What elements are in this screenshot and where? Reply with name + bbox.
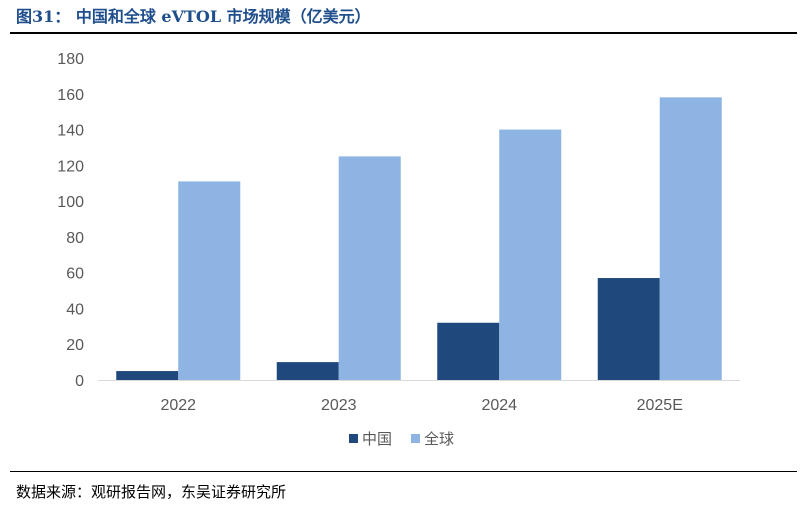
x-tick-label: 2024 [481,397,517,414]
chart-title: 图31： 中国和全球 eVTOL 市场规模（亿美元） [16,7,371,26]
x-axis: 2022 2023 2024 2025E [98,380,740,414]
bar-china-2022 [116,371,179,380]
legend-swatch-0 [349,434,358,443]
bar-global-2023 [338,156,401,380]
source-note: 数据来源：观研报告网，东吴证券研究所 [16,483,287,501]
bars [116,97,722,380]
legend-swatch-1 [411,434,420,443]
y-tick-label: 0 [75,373,84,390]
bar-china-2024 [437,322,500,380]
legend-label-0: 中国 [362,430,392,448]
y-tick-label: 60 [66,266,84,283]
y-tick-label: 20 [66,337,84,354]
top-divider [10,32,797,34]
y-tick-label: 40 [66,301,84,318]
y-axis: 0 20 40 60 80 100 120 140 160 180 [57,51,84,390]
x-tick-label: 2022 [160,397,196,414]
bar-china-2025E [597,278,660,380]
y-tick-label: 160 [57,87,84,104]
y-tick-label: 140 [57,123,84,140]
bar-global-2022 [178,181,241,380]
legend: 中国 全球 [349,430,454,448]
y-tick-label: 100 [57,194,84,211]
x-tick-label: 2025E [637,397,683,414]
bar-china-2023 [276,362,339,380]
bar-global-2024 [499,129,562,380]
x-tick-label: 2023 [321,397,357,414]
bar-global-2025E [659,97,722,380]
legend-label-1: 全球 [424,430,454,448]
bottom-divider [10,471,797,472]
y-tick-label: 120 [57,158,84,175]
y-tick-label: 80 [66,230,84,247]
y-tick-label: 180 [57,51,84,68]
